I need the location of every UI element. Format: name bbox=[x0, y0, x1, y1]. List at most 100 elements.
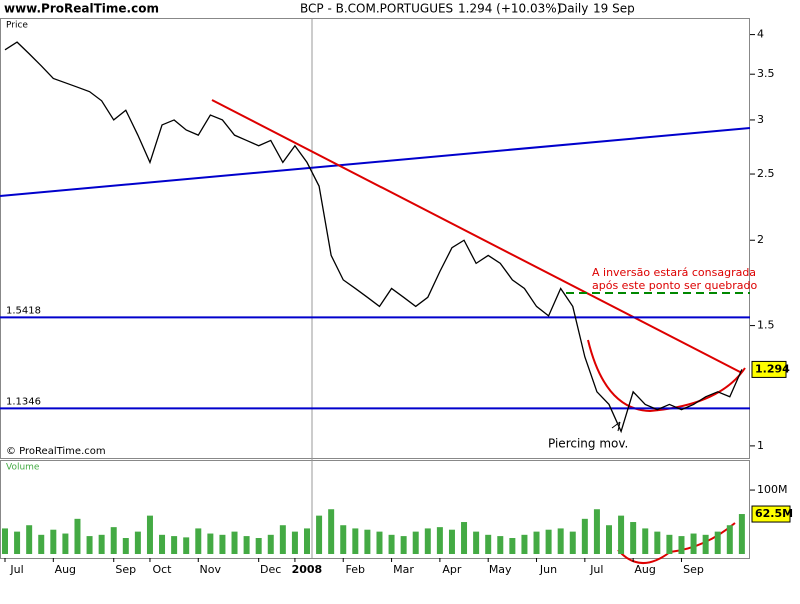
volume-bar bbox=[376, 531, 383, 554]
volume-bar bbox=[122, 538, 129, 554]
volume-bar bbox=[328, 509, 335, 554]
volume-bar bbox=[593, 509, 600, 554]
volume-bar bbox=[557, 528, 564, 554]
volume-bar bbox=[352, 528, 359, 554]
x-tick-label: Mar bbox=[393, 563, 414, 576]
x-tick-label: Feb bbox=[345, 563, 364, 576]
volume-bar bbox=[521, 534, 528, 554]
volume-bar bbox=[473, 531, 480, 554]
volume-bar bbox=[412, 531, 419, 554]
y-tick-label: 3.5 bbox=[757, 67, 775, 80]
volume-bar bbox=[183, 537, 190, 554]
x-tick-label: Apr bbox=[442, 563, 462, 576]
volume-bar bbox=[726, 525, 733, 554]
y-tick-label: 4 bbox=[757, 28, 764, 41]
volume-bar bbox=[243, 536, 250, 554]
volume-bar bbox=[569, 531, 576, 554]
volume-bar bbox=[690, 533, 697, 554]
x-tick-label: Dec bbox=[260, 563, 281, 576]
volume-bar bbox=[279, 525, 286, 554]
volume-frame bbox=[0, 460, 750, 559]
x-tick-label: Aug bbox=[55, 563, 76, 576]
volume-bar bbox=[86, 536, 93, 554]
volume-bar bbox=[618, 515, 625, 554]
last-volume-label: 62.5M bbox=[755, 507, 793, 520]
title: BCP - B.COM.PORTUGUES bbox=[300, 2, 453, 16]
volume-bar bbox=[509, 538, 516, 554]
x-tick-label: 2008 bbox=[292, 563, 323, 576]
quote: 1.294 (+10.03%) bbox=[458, 2, 561, 16]
x-tick-label: Oct bbox=[152, 563, 172, 576]
volume-bar bbox=[364, 529, 371, 554]
volume-bar bbox=[654, 531, 661, 554]
volume-bar bbox=[497, 536, 504, 554]
volume-bar bbox=[642, 528, 649, 554]
x-tick-label: Jun bbox=[539, 563, 557, 576]
y-tick-label: 3 bbox=[757, 113, 764, 126]
volume-bar bbox=[171, 536, 178, 554]
volume-bar bbox=[50, 529, 57, 554]
volume-bar bbox=[98, 534, 105, 554]
volume-bar bbox=[340, 525, 347, 554]
volume-bar bbox=[606, 525, 612, 554]
annotation: A inversão estará consagrada bbox=[592, 266, 756, 279]
volume-bar bbox=[702, 534, 709, 554]
volume-bar bbox=[738, 514, 745, 554]
volume-bar bbox=[291, 531, 298, 554]
annotation: Piercing mov. bbox=[548, 437, 628, 451]
volume-bar bbox=[110, 527, 117, 554]
site: www.ProRealTime.com bbox=[4, 2, 159, 16]
date: 19 Sep bbox=[593, 2, 635, 16]
volume-bar bbox=[533, 531, 540, 554]
volume-bar bbox=[424, 528, 431, 554]
volume-bar bbox=[678, 536, 685, 554]
x-tick-label: Sep bbox=[683, 563, 704, 576]
volume-bar bbox=[388, 534, 395, 554]
red-trendline bbox=[211, 99, 743, 374]
volume-bar bbox=[26, 525, 33, 554]
volume-bar bbox=[146, 515, 153, 554]
volume-bar bbox=[714, 531, 721, 554]
volume-bar bbox=[448, 529, 455, 554]
volume-bar bbox=[316, 515, 323, 554]
volume-bar bbox=[14, 531, 21, 554]
x-tick-label: May bbox=[489, 563, 512, 576]
volume-bar bbox=[231, 531, 238, 554]
y-tick-label: 2 bbox=[757, 233, 764, 246]
price-line bbox=[4, 41, 743, 434]
volume-bar bbox=[207, 533, 214, 554]
x-tick-label: Jul bbox=[589, 563, 603, 576]
volume-bar bbox=[436, 527, 443, 554]
y-tick-label: 2.5 bbox=[757, 167, 775, 180]
x-tick-label: Sep bbox=[115, 563, 136, 576]
volume-bar bbox=[666, 534, 673, 554]
y-tick-label: 100M bbox=[757, 483, 788, 496]
volume-bar bbox=[545, 529, 552, 554]
volume-bar bbox=[581, 518, 588, 554]
volume-bar bbox=[400, 536, 407, 554]
x-tick-label: Nov bbox=[200, 563, 222, 576]
x-tick-label: Jul bbox=[9, 563, 23, 576]
rounding-bottom bbox=[587, 339, 746, 413]
volume-bar bbox=[2, 528, 8, 554]
volume-bar bbox=[219, 534, 226, 554]
y-tick-label: 1.5 bbox=[757, 319, 775, 332]
volume-bar bbox=[62, 533, 69, 554]
volume-bar bbox=[485, 534, 492, 554]
last-price-label: 1.294 bbox=[755, 362, 790, 375]
last-price-box bbox=[751, 360, 787, 378]
volume-bar bbox=[304, 528, 310, 554]
volume-bar bbox=[74, 518, 81, 554]
panel-title: Price bbox=[6, 21, 28, 31]
blue-trendline bbox=[0, 127, 751, 197]
level-label: 1.5418 bbox=[6, 305, 41, 316]
period: Daily bbox=[558, 2, 588, 16]
x-tick-label: Aug bbox=[634, 563, 655, 576]
volume-bar bbox=[255, 538, 262, 554]
volume-bar bbox=[267, 534, 274, 554]
copyright: © ProRealTime.com bbox=[6, 446, 106, 457]
last-volume-box bbox=[751, 505, 791, 523]
y-tick-label: 1 bbox=[757, 439, 764, 452]
